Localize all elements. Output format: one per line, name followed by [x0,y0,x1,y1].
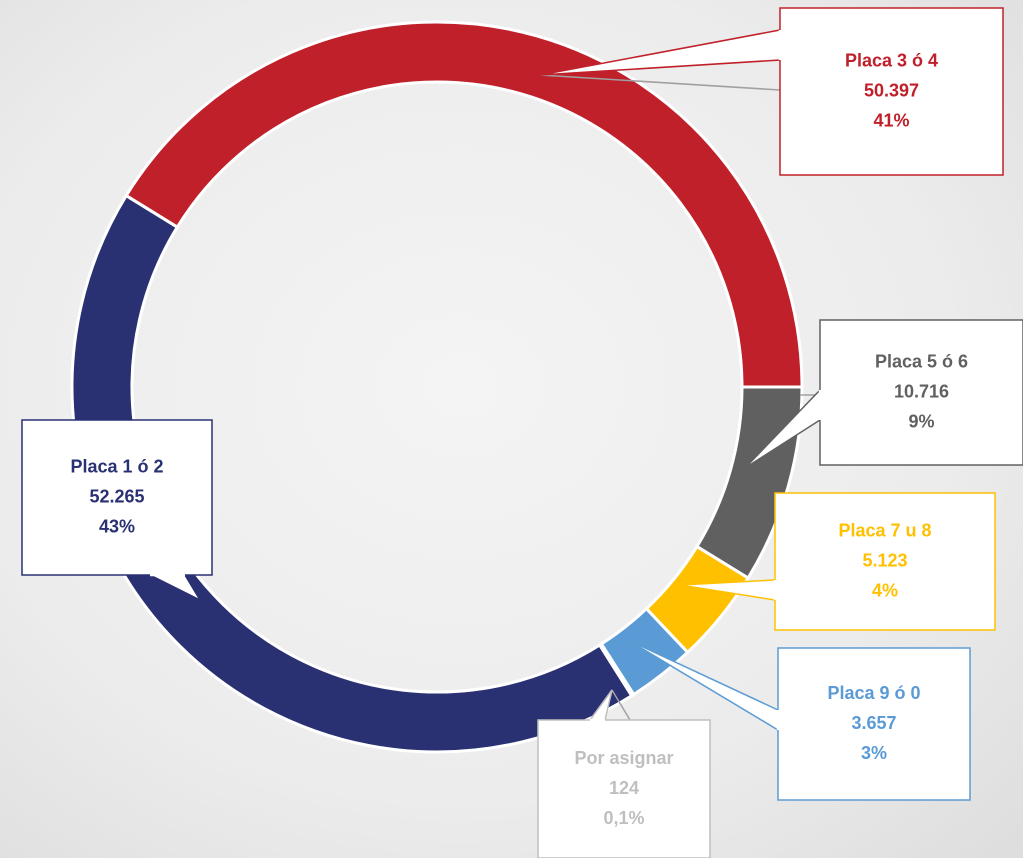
callout-box [537,719,711,858]
callout-box [777,647,971,801]
value-label: 50.397 [864,80,919,100]
callouts: Placa 1 ó 2 52.265 43% Placa 3 ó 4 50.397 41%… [21,7,1023,858]
percentage-label: 3% [861,743,887,763]
category-label: Por asignar [574,748,673,768]
value-label: 3.657 [851,713,896,733]
slice [124,20,804,389]
percentage-label: 0,1% [603,808,644,828]
callout-box [21,419,213,576]
percentage-label: 41% [873,110,909,130]
category-label: Placa 7 u 8 [838,520,931,540]
callout-box [779,7,1004,176]
value-label: 5.123 [862,550,907,570]
value-label: 10.716 [894,381,949,401]
value-label: 124 [609,778,639,798]
leader-line [611,689,631,721]
category-label: Placa 1 ó 2 [70,456,163,476]
leader-line [539,74,781,91]
slice [70,193,634,754]
slice [597,641,636,698]
callout-box [774,492,996,631]
value-label: 52.265 [89,486,144,506]
percentage-label: 43% [99,516,135,536]
percentage-label: 4% [872,580,898,600]
donut [70,20,804,754]
category-label: Placa 9 ó 0 [827,683,920,703]
category-label: Placa 3 ó 4 [845,50,938,70]
percentage-label: 9% [908,411,934,431]
category-label: Placa 5 ó 6 [875,351,968,371]
